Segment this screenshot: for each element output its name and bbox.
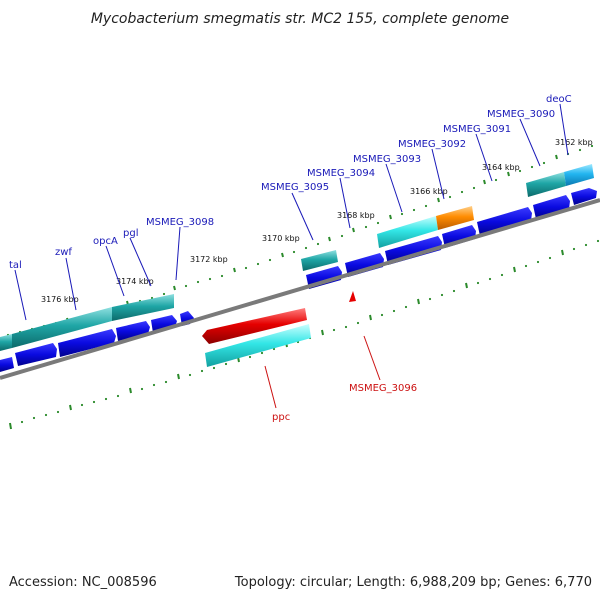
gene-label-msmeg-3091[interactable]: MSMEG_3091 (443, 124, 511, 135)
forward-cds-arrows (0, 188, 597, 372)
gene-bar-msmeg-3090[interactable] (526, 172, 566, 197)
scale-label: 3170 kbp (262, 234, 300, 243)
cds-arrow[interactable] (151, 315, 177, 333)
gene-label-deoC[interactable]: deoC (546, 94, 572, 105)
gene-label-pgl[interactable]: pgl (123, 228, 138, 239)
map-title: Mycobacterium smegmatis str. MC2 155, co… (91, 11, 509, 27)
cds-arrow[interactable] (533, 195, 570, 219)
gene-bar-msmeg-3095[interactable] (301, 250, 338, 271)
scale-label: 3164 kbp (482, 163, 520, 172)
gene-bar-deoC[interactable] (564, 164, 594, 186)
cds-arrow[interactable] (15, 343, 57, 366)
cds-arrow[interactable] (0, 357, 14, 372)
topology-text: Topology: circular; Length: 6,988,209 bp… (234, 575, 592, 590)
forward-feature-bars (0, 164, 594, 351)
gene-bar-ppc[interactable] (202, 308, 307, 344)
leader-msmeg-3096 (363, 335, 381, 381)
gene-label-tal[interactable]: tal (9, 260, 22, 271)
gene-label-msmeg-3090[interactable]: MSMEG_3090 (487, 109, 555, 120)
gene-bar-zwf[interactable] (12, 307, 112, 348)
cds-arrow[interactable] (442, 225, 476, 248)
gene-bar-tal[interactable] (0, 334, 12, 351)
cds-arrow[interactable] (571, 188, 597, 205)
scale-label: 3162 kbp (555, 138, 593, 147)
gene-bar-msmeg-3096[interactable] (349, 291, 356, 302)
gene-label-msmeg-3092[interactable]: MSMEG_3092 (398, 139, 466, 150)
gene-label-zwf[interactable]: zwf (55, 247, 72, 258)
cds-arrow[interactable] (477, 207, 532, 236)
gene-bar-msmeg-3092[interactable] (436, 206, 474, 230)
scale-label: 3174 kbp (116, 277, 154, 286)
gene-bar-ppc-rna[interactable] (205, 324, 311, 367)
gene-bar-opcA[interactable] (112, 294, 174, 321)
gene-label-msmeg-3093[interactable]: MSMEG_3093 (353, 154, 421, 165)
accession-text: Accession: NC_008596 (9, 575, 157, 590)
scale-label: 3172 kbp (190, 255, 228, 264)
reverse-gene-labels: ppc MSMEG_3096 (264, 335, 417, 423)
scale-label: 3176 kbp (41, 295, 79, 304)
leader-ppc (264, 365, 277, 409)
gene-bar-msmeg-3093[interactable] (377, 216, 438, 248)
genome-backbone (0, 198, 600, 380)
scale-label: 3168 kbp (337, 211, 375, 220)
gene-label-msmeg-3094[interactable]: MSMEG_3094 (307, 168, 375, 179)
scale-label: 3166 kbp (410, 187, 448, 196)
lower-scale-track (9, 239, 600, 430)
scale-labels: 3176 kbp 3174 kbp 3172 kbp 3170 kbp 3168… (41, 138, 593, 304)
forward-gene-labels: tal zwf opcA pgl MSMEG_3098 MSMEG_3095 M… (9, 94, 572, 271)
gene-label-ppc[interactable]: ppc (272, 412, 290, 423)
gene-label-msmeg-3096[interactable]: MSMEG_3096 (349, 383, 417, 394)
reverse-features (202, 291, 356, 367)
cds-arrow[interactable] (58, 329, 116, 357)
gene-label-opcA[interactable]: opcA (93, 236, 118, 247)
gene-label-msmeg-3095[interactable]: MSMEG_3095 (261, 182, 329, 193)
gene-label-msmeg-3098[interactable]: MSMEG_3098 (146, 217, 214, 228)
cds-arrow[interactable] (116, 321, 150, 341)
forward-leaders (14, 103, 569, 321)
